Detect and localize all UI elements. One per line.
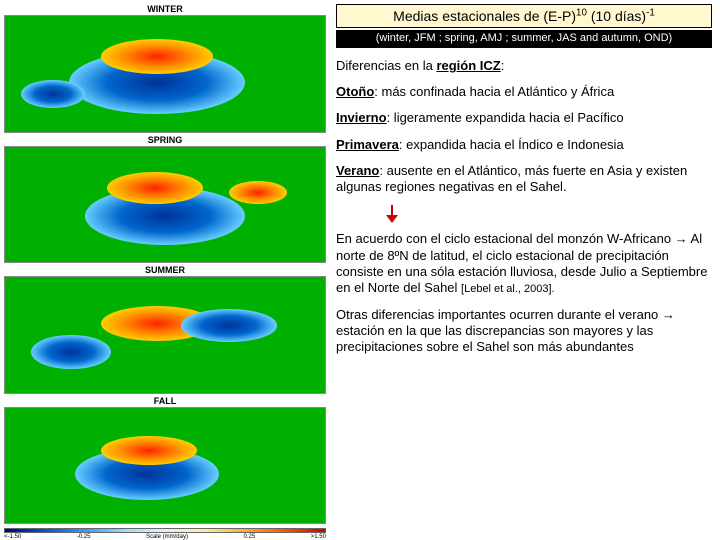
subtitle: (winter, JFM ; spring, AMJ ; summer, JAS… — [336, 30, 712, 48]
para-verano: Verano: ausente en el Atlántico, más fue… — [336, 163, 712, 196]
arrow-down-icon — [386, 205, 400, 223]
para-other: Otras diferencias importantes ocurren du… — [336, 307, 712, 356]
colorbar: <-1.50 -0.25 Scale (mm/day) 0.25 >1.50 — [4, 528, 326, 540]
para-invierno: Invierno: ligeramente expandida hacia el… — [336, 110, 712, 126]
map-summer: SUMMER — [4, 265, 326, 394]
map-title-spring: SPRING — [4, 135, 326, 145]
map-title-summer: SUMMER — [4, 265, 326, 275]
page-title: Medias estacionales de (E-P)10 (10 días)… — [393, 8, 655, 24]
diff-heading: Diferencias en la región ICZ: — [336, 58, 712, 74]
map-fall: FALL — [4, 396, 326, 525]
para-otono: Otoño: más confinada hacia el Atlántico … — [336, 84, 712, 100]
map-spring: SPRING — [4, 135, 326, 264]
para-monsoon: En acuerdo con el ciclo estacional del m… — [336, 231, 712, 297]
map-title-fall: FALL — [4, 396, 326, 406]
map-title-winter: WINTER — [4, 4, 326, 14]
colorbar-labels: <-1.50 -0.25 Scale (mm/day) 0.25 >1.50 — [4, 534, 326, 540]
title-box: Medias estacionales de (E-P)10 (10 días)… — [336, 4, 712, 28]
colorbar-strip — [4, 528, 326, 533]
map-panel: WINTER SPRING SUMMER FALL <-1.5 — [0, 0, 330, 540]
text-panel: Medias estacionales de (E-P)10 (10 días)… — [330, 0, 720, 540]
para-primavera: Primavera: expandida hacia el Índico e I… — [336, 137, 712, 153]
map-winter: WINTER — [4, 4, 326, 133]
